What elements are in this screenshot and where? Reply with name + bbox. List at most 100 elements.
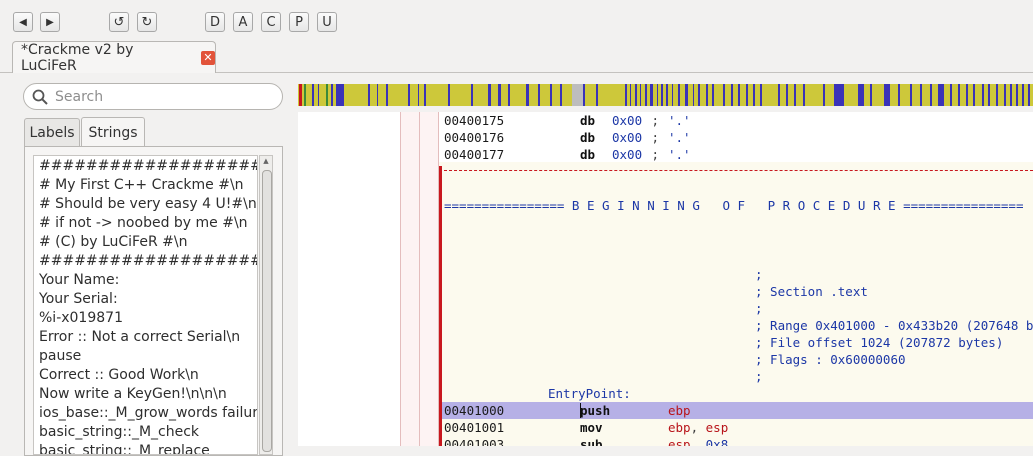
section-comment: ; Flags : 0x60000060 xyxy=(755,352,906,367)
segment-marker xyxy=(526,84,529,106)
search-input[interactable] xyxy=(53,87,277,106)
segment-marker xyxy=(698,84,700,106)
close-icon[interactable]: ✕ xyxy=(201,50,215,65)
segment-marker xyxy=(657,84,658,106)
segment-marker xyxy=(498,84,501,106)
segment-marker xyxy=(884,84,890,106)
segment-marker xyxy=(336,84,344,106)
list-item[interactable]: # if not -> noobed by me #\n xyxy=(39,215,248,231)
section-comment: ; Section .text xyxy=(755,284,868,299)
list-item[interactable]: Your Serial: xyxy=(39,291,118,307)
undo-button[interactable]: ↺ xyxy=(109,12,129,32)
code-button-label: C xyxy=(266,14,276,30)
list-item[interactable]: Now write a KeyGen!\n\n\n xyxy=(39,386,227,402)
segment-marker xyxy=(550,84,552,106)
data-button[interactable]: D xyxy=(205,12,225,32)
section-comment: ; File offset 1024 (207872 bytes) xyxy=(755,335,1004,350)
segment-marker xyxy=(1004,84,1006,106)
scrollbar-thumb[interactable] xyxy=(262,170,272,452)
segment-marker xyxy=(418,84,419,106)
list-item[interactable]: %i-x019871 xyxy=(39,310,123,326)
segment-marker xyxy=(572,84,583,106)
segment-marker xyxy=(672,84,673,106)
segment-marker xyxy=(706,84,708,106)
procedure-background xyxy=(439,162,1033,446)
entrypoint-label[interactable]: EntryPoint: xyxy=(548,386,631,401)
redo-icon: ↻ xyxy=(141,14,153,30)
list-item[interactable]: basic_string::_M_replace xyxy=(39,443,210,455)
segment-marker xyxy=(685,84,688,106)
document-tab-title: *Crackme v2 by LuCiFeR xyxy=(21,41,134,74)
tab-strings[interactable]: Strings xyxy=(81,117,145,147)
segment-marker xyxy=(973,84,975,106)
asm-line[interactable]: 00401003 sub esp, 0x8 xyxy=(444,437,728,446)
register: esp xyxy=(705,420,729,435)
segment-marker xyxy=(1022,84,1024,106)
segment-marker xyxy=(408,84,410,106)
section-comment: ; xyxy=(755,369,763,384)
segment-marker xyxy=(920,84,922,106)
list-item[interactable]: basic_string::_M_check xyxy=(39,424,200,440)
list-item[interactable]: ################################## xyxy=(39,158,257,174)
back-button[interactable]: ◀ xyxy=(13,12,33,32)
redo-button[interactable]: ↻ xyxy=(137,12,157,32)
search-box xyxy=(23,83,283,110)
segment-marker xyxy=(331,84,333,106)
code-button[interactable]: C xyxy=(261,12,281,32)
procedure-banner: ================ B E G I N N I N G O F P… xyxy=(444,198,1024,213)
operand: 0x00 xyxy=(612,113,643,128)
ascii-button[interactable]: A xyxy=(233,12,253,32)
document-tab[interactable]: *Crackme v2 by LuCiFeR ✕ xyxy=(12,41,216,74)
chevron-up-icon[interactable]: ▲ xyxy=(263,157,269,165)
text-cursor xyxy=(580,403,581,418)
segment-marker xyxy=(778,84,780,106)
mnemonic: db xyxy=(580,147,596,162)
punctuation: , xyxy=(690,420,706,435)
operands: ebp, esp xyxy=(668,420,728,435)
asm-line[interactable]: 00401000 push ebp xyxy=(444,403,691,418)
asm-line[interactable]: 00400175 db 0x00 ; '.' xyxy=(444,113,691,128)
segment-marker xyxy=(312,84,314,106)
strings-list[interactable]: ################################## # My … xyxy=(33,155,258,455)
list-item[interactable]: # Should be very easy 4 U!#\n xyxy=(39,196,257,212)
operand: 0x00 xyxy=(612,147,643,162)
segment-marker xyxy=(823,84,825,106)
asm-line[interactable]: 00400177 db 0x00 ; '.' xyxy=(444,147,691,162)
segment-navigation-bar[interactable] xyxy=(298,84,1033,106)
list-item[interactable]: Your Name: xyxy=(39,272,120,288)
procedure-separator xyxy=(444,170,1033,171)
list-item[interactable]: # (C) by LuCiFeR #\n xyxy=(39,234,188,250)
segment-marker xyxy=(834,84,844,106)
asm-line[interactable]: 00400176 db 0x00 ; '.' xyxy=(444,130,691,145)
segment-marker xyxy=(712,84,714,106)
strings-scrollbar[interactable]: ▲ xyxy=(259,155,273,455)
segment-marker xyxy=(386,84,388,106)
undefine-button[interactable]: U xyxy=(317,12,337,32)
segment-marker xyxy=(471,84,473,106)
segment-marker xyxy=(318,84,319,106)
list-item[interactable]: Error :: Not a correct Serial\n xyxy=(39,329,241,345)
register: esp xyxy=(668,437,691,446)
comment-separator: ; xyxy=(644,147,667,162)
list-item[interactable]: pause xyxy=(39,348,82,364)
list-item[interactable]: ################################## xyxy=(39,253,257,269)
branch-gutter xyxy=(400,112,420,446)
segment-marker xyxy=(1028,84,1030,106)
asm-line[interactable]: 00401001 mov ebp, esp xyxy=(444,420,728,435)
triangle-left-icon: ◀ xyxy=(19,16,27,28)
segment-marker xyxy=(377,84,378,106)
address: 00401000 xyxy=(444,403,505,418)
list-item[interactable]: # My First C++ Crackme #\n xyxy=(39,177,244,193)
list-item[interactable]: Correct :: Good Work\n xyxy=(39,367,199,383)
procedure-button[interactable]: P xyxy=(289,12,309,32)
segment-marker xyxy=(870,84,872,106)
segment-marker xyxy=(910,84,912,106)
ascii-button-label: A xyxy=(238,14,248,30)
list-item[interactable]: ios_base::_M_grow_words failure xyxy=(39,405,258,421)
disassembly-view[interactable]: 00400175 db 0x00 ; '.' 00400176 db 0x00 ; '.… xyxy=(298,112,1033,446)
toolbar: ◀ ▶ ↺ ↻ D A C P U xyxy=(0,0,1033,40)
forward-button[interactable]: ▶ xyxy=(40,12,60,32)
tab-labels[interactable]: Labels xyxy=(24,118,80,147)
register: ebp xyxy=(668,403,691,418)
segment-marker xyxy=(661,84,663,106)
